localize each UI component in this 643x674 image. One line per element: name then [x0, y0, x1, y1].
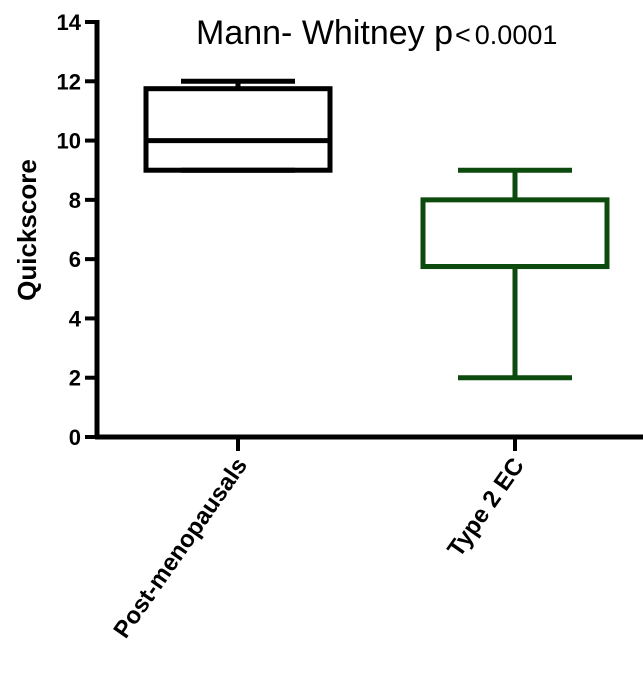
annotation-text: Mann- Whitney p< 0.0001 — [196, 14, 557, 52]
boxes — [143, 78, 610, 381]
y-tick-label: 6 — [69, 247, 81, 272]
box-type-2-ec — [420, 167, 610, 381]
y-tick-label: 8 — [69, 188, 81, 213]
y-tick-label: 0 — [69, 425, 81, 450]
iqr-box — [420, 197, 610, 270]
y-tick-label: 4 — [69, 306, 82, 331]
x-tick-label: Post-menopausals — [108, 453, 253, 643]
y-ticks: 0 2 4 6 8 10 12 14 — [57, 10, 97, 450]
axes — [94, 20, 643, 440]
y-tick-label: 10 — [57, 129, 81, 154]
y-axis-title: Quickscore — [12, 159, 42, 301]
y-tick-label: 14 — [57, 10, 82, 35]
y-tick-label: 2 — [69, 366, 81, 391]
x-tick-label: Type 2 EC — [442, 453, 530, 562]
x-ticks: Post-menopausals Type 2 EC — [108, 437, 530, 643]
y-tick-label: 12 — [57, 69, 81, 94]
box-post-menopausals — [143, 78, 333, 173]
iqr-box — [143, 86, 333, 173]
